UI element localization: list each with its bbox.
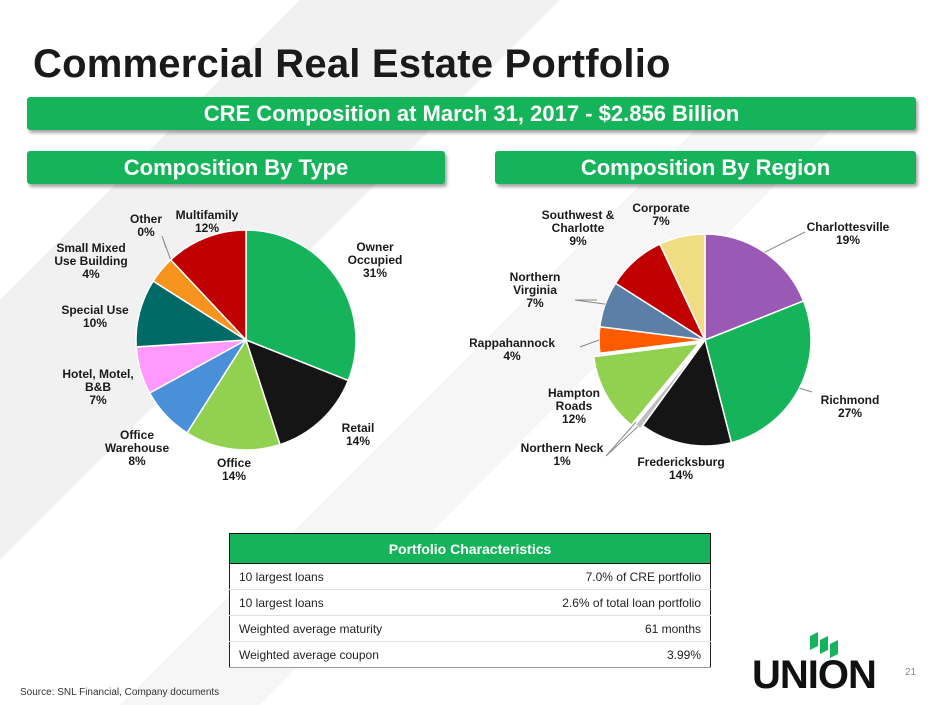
pie-slice-fredericksburg — [641, 338, 733, 447]
table-row: Weighted average coupon 3.99% — [229, 641, 711, 668]
slice-label-fredericksburg: Fredericksburg 14% — [637, 455, 724, 482]
slice-label-southwest-charlotte: Southwest & Charlotte 9% — [542, 208, 615, 248]
pie-slice-owner-occupied — [245, 229, 357, 382]
slice-label-northern-neck: Northern Neck 1% — [521, 441, 604, 468]
pie-slice-charlottesville — [704, 233, 805, 342]
row-label: Weighted average coupon — [229, 641, 474, 668]
pie-slice-corporate — [658, 233, 706, 341]
pie-slice-hampton-roads — [592, 342, 701, 427]
region-banner: Composition By Region — [495, 151, 916, 184]
slice-label-owner-occupied: Owner Occupied 31% — [348, 240, 403, 280]
table-row: 10 largest loans 2.6% of total loan port… — [229, 589, 711, 616]
leader-line — [764, 231, 806, 253]
row-label: Weighted average maturity — [229, 615, 474, 642]
slice-label-hotel-motel-b-b: Hotel, Motel, B&B 7% — [62, 367, 133, 407]
leader-line — [799, 387, 813, 393]
pie-slice-multifamily — [169, 229, 247, 342]
slice-label-other: Other 0% — [130, 212, 162, 239]
region-pie-chart: Charlottesville 19% Richmond 27% Fredericksb… — [470, 201, 890, 482]
page-number: 21 — [905, 667, 917, 678]
type-pie-chart: Owner Occupied 31% Retail 14% Office 14% Office… — [54, 208, 403, 483]
leader-line — [605, 421, 638, 457]
logo-wordmark: UNION — [752, 653, 876, 692]
slice-label-small-mixed-use-building: Small Mixed Use Building 4% — [54, 241, 127, 281]
composition-banner: CRE Composition at March 31, 2017 - $2.8… — [27, 97, 916, 130]
slice-label-richmond: Richmond 27% — [821, 393, 880, 420]
union-logo: UNION — [752, 632, 877, 692]
type-banner: Composition By Type — [27, 151, 445, 184]
slice-label-northern-virginia: Northern Virginia 7% — [510, 270, 561, 310]
page-title: Commercial Real Estate Portfolio — [33, 42, 671, 86]
table-row: 10 largest loans 7.0% of CRE portfolio — [229, 563, 711, 590]
table-header: Portfolio Characteristics — [229, 533, 711, 564]
pie-slice-office — [186, 338, 281, 451]
row-value: 2.6% of total loan portfolio — [473, 589, 711, 616]
slice-label-hampton-roads: Hampton Roads 12% — [548, 386, 600, 426]
leader-line — [161, 235, 172, 260]
slice-label-multifamily: Multifamily 12% — [176, 208, 239, 235]
slice-label-rappahannock: Rappahannock 4% — [470, 336, 555, 363]
leader-line — [579, 339, 600, 348]
row-label: 10 largest loans — [229, 563, 474, 590]
source-note: Source: SNL Financial, Company documents — [20, 687, 220, 698]
slice-label-office-warehouse: Office Warehouse 8% — [105, 428, 170, 468]
pie-slice-richmond — [704, 300, 812, 444]
slice-label-special-use: Special Use 10% — [61, 303, 129, 330]
row-label: 10 largest loans — [229, 589, 474, 616]
row-value: 7.0% of CRE portfolio — [473, 563, 711, 590]
row-value: 61 months — [473, 615, 711, 642]
table-row: Weighted average maturity 61 months — [229, 615, 711, 642]
row-value: 3.99% — [473, 641, 711, 668]
slice-label-charlottesville: Charlottesville 19% — [807, 220, 890, 247]
slice-label-corporate: Corporate 7% — [632, 201, 690, 228]
slice-label-retail: Retail 14% — [342, 421, 375, 448]
portfolio-characteristics-table: Portfolio Characteristics 10 largest loa… — [229, 533, 711, 668]
slice-label-office: Office 14% — [217, 456, 251, 483]
leader-line — [574, 299, 606, 305]
